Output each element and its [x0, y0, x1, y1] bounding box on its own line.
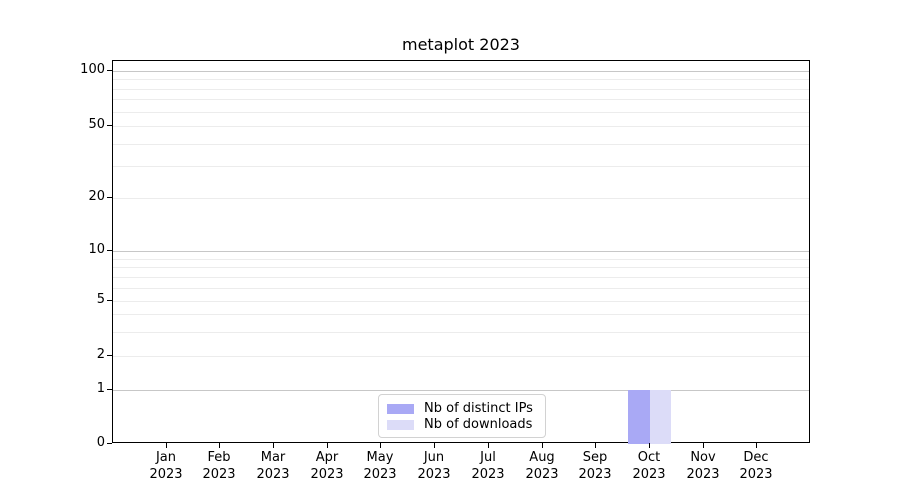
- x-tick-mark: [488, 443, 489, 448]
- x-tick-label: Jul 2023: [471, 450, 505, 482]
- y-gridline-minor: [113, 112, 809, 113]
- y-gridline-major: [113, 71, 809, 72]
- x-tick-mark: [166, 443, 167, 448]
- x-tick-label: Apr 2023: [310, 450, 344, 482]
- y-gridline-minor: [113, 99, 809, 100]
- bar-distinct-ips: [628, 390, 650, 444]
- x-tick-mark: [542, 443, 543, 448]
- y-gridline-minor: [113, 314, 809, 315]
- x-tick-mark: [434, 443, 435, 448]
- y-gridline-minor: [113, 288, 809, 289]
- y-gridline-major: [113, 251, 809, 252]
- x-tick-label: Oct 2023: [632, 450, 666, 482]
- x-tick-mark: [649, 443, 650, 448]
- legend-swatch-downloads: [387, 419, 414, 430]
- y-tick-mark: [107, 389, 112, 390]
- legend-label-downloads: Nb of downloads: [424, 417, 533, 432]
- y-gridline-major: [113, 390, 809, 391]
- y-tick-label: 50: [88, 117, 105, 132]
- y-tick-label: 100: [80, 62, 105, 77]
- legend-item-distinct-ips: Nb of distinct IPs: [387, 401, 537, 416]
- y-tick-label: 0: [96, 435, 105, 450]
- y-gridline-minor: [113, 277, 809, 278]
- y-gridline-minor: [113, 332, 809, 333]
- x-tick-mark: [703, 443, 704, 448]
- y-gridline-minor: [113, 259, 809, 260]
- y-gridline-minor: [113, 89, 809, 90]
- x-tick-mark: [273, 443, 274, 448]
- y-tick-label: 1: [96, 381, 105, 396]
- bar-downloads: [649, 390, 672, 444]
- y-gridline-major: [113, 356, 809, 357]
- y-gridline-minor: [113, 166, 809, 167]
- y-gridline-major: [113, 126, 809, 127]
- y-tick-label: 2: [96, 347, 105, 362]
- x-tick-label: Jun 2023: [417, 450, 451, 482]
- x-tick-label: Aug 2023: [525, 450, 559, 482]
- y-tick-mark: [107, 125, 112, 126]
- y-gridline-minor: [113, 267, 809, 268]
- x-tick-label: Nov 2023: [686, 450, 720, 482]
- x-tick-label: Mar 2023: [256, 450, 290, 482]
- y-gridline-major: [113, 198, 809, 199]
- x-tick-mark: [380, 443, 381, 448]
- y-tick-label: 5: [96, 292, 105, 307]
- x-tick-mark: [756, 443, 757, 448]
- legend: Nb of distinct IPs Nb of downloads: [378, 394, 546, 438]
- y-tick-mark: [107, 250, 112, 251]
- x-tick-label: Jan 2023: [149, 450, 183, 482]
- x-tick-label: May 2023: [363, 450, 397, 482]
- x-tick-mark: [595, 443, 596, 448]
- y-gridline-minor: [113, 79, 809, 80]
- x-tick-mark: [327, 443, 328, 448]
- y-gridline-minor: [113, 144, 809, 145]
- y-tick-mark: [107, 355, 112, 356]
- y-tick-mark: [107, 197, 112, 198]
- y-tick-label: 20: [88, 189, 105, 204]
- y-tick-mark: [107, 443, 112, 444]
- y-tick-mark: [107, 70, 112, 71]
- x-tick-mark: [219, 443, 220, 448]
- y-tick-mark: [107, 300, 112, 301]
- chart-title: metaplot 2023: [402, 35, 520, 54]
- y-tick-label: 10: [88, 242, 105, 257]
- legend-label-distinct-ips: Nb of distinct IPs: [424, 401, 533, 416]
- x-tick-label: Feb 2023: [202, 450, 236, 482]
- plot-area: [112, 60, 810, 444]
- legend-swatch-distinct-ips: [387, 403, 414, 414]
- x-tick-label: Sep 2023: [578, 450, 612, 482]
- x-tick-label: Dec 2023: [739, 450, 773, 482]
- y-gridline-major: [113, 301, 809, 302]
- legend-item-downloads: Nb of downloads: [387, 417, 537, 432]
